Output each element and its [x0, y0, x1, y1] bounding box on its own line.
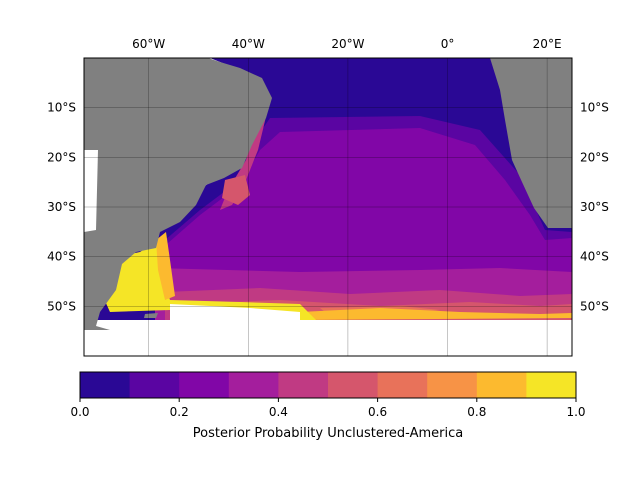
latitude-label: 30°S: [47, 200, 76, 214]
field-shelf-orange: [156, 232, 175, 300]
colorbar-swatch: [526, 372, 577, 398]
colorbar: 0.0 0.2 0.4 0.6 0.8 1.0 Posterior Probability…: [70, 371, 586, 441]
latitude-label: 30°S: [580, 200, 609, 214]
colorbar-swatch: [228, 372, 279, 398]
colorbar-swatch: [377, 372, 428, 398]
colorbar-label: Posterior Probability Unclustered-Americ…: [193, 426, 463, 441]
field-shelf-yellow: [100, 240, 318, 326]
gridlines: [84, 58, 572, 356]
longitude-label: 40°W: [232, 37, 265, 51]
latitude-label: 40°S: [580, 250, 609, 264]
latitude-label: 20°S: [47, 150, 76, 164]
colorbar-tick-label: 0.6: [368, 405, 387, 419]
longitude-label: 20°W: [331, 37, 364, 51]
longitude-label: 0°: [441, 37, 455, 51]
colorbar-frame: [79, 371, 577, 399]
map-area: [84, 58, 572, 356]
field-layer-7: [300, 308, 572, 320]
latitude-label: 50°S: [580, 299, 609, 313]
latitude-labels-right: 10°S 20°S 30°S 40°S 50°S: [580, 101, 609, 314]
latitude-label: 20°S: [580, 150, 609, 164]
latitude-labels-left: 10°S 20°S 30°S 40°S 50°S: [47, 101, 76, 314]
probability-field: [84, 58, 572, 356]
colorbar-swatch: [129, 372, 180, 398]
colorbar-swatch: [278, 372, 329, 398]
colorbar-tick-label: 0.4: [269, 405, 288, 419]
colorbar-swatches: [80, 372, 577, 398]
latitude-label: 10°S: [580, 101, 609, 115]
colorbar-swatch: [80, 372, 131, 398]
falkland-islands: [144, 313, 158, 318]
field-coastal-spot: [222, 175, 250, 205]
colorbar-swatch: [179, 372, 230, 398]
colorbar-tick-label: 1.0: [566, 405, 585, 419]
africa-landmass: [490, 58, 572, 228]
colorbar-swatch: [328, 372, 379, 398]
colorbar-swatch: [427, 372, 478, 398]
latitude-label: 10°S: [47, 101, 76, 115]
latitude-label: 50°S: [47, 299, 76, 313]
colorbar-tick-label: 0.2: [170, 405, 189, 419]
land: [84, 58, 572, 330]
longitude-label: 20°E: [533, 37, 562, 51]
colorbar-ticks: 0.0 0.2 0.4 0.6 0.8 1.0: [70, 398, 586, 419]
south-america-landmass: [84, 58, 272, 330]
longitude-label: 60°W: [132, 37, 165, 51]
colorbar-swatch: [476, 372, 527, 398]
latitude-label: 40°S: [47, 250, 76, 264]
colorbar-tick-label: 0.8: [467, 405, 486, 419]
colorbar-tick-label: 0.0: [70, 405, 89, 419]
map-frame: [83, 57, 573, 357]
longitude-labels: 60°W 40°W 20°W 0° 20°E: [132, 37, 561, 51]
